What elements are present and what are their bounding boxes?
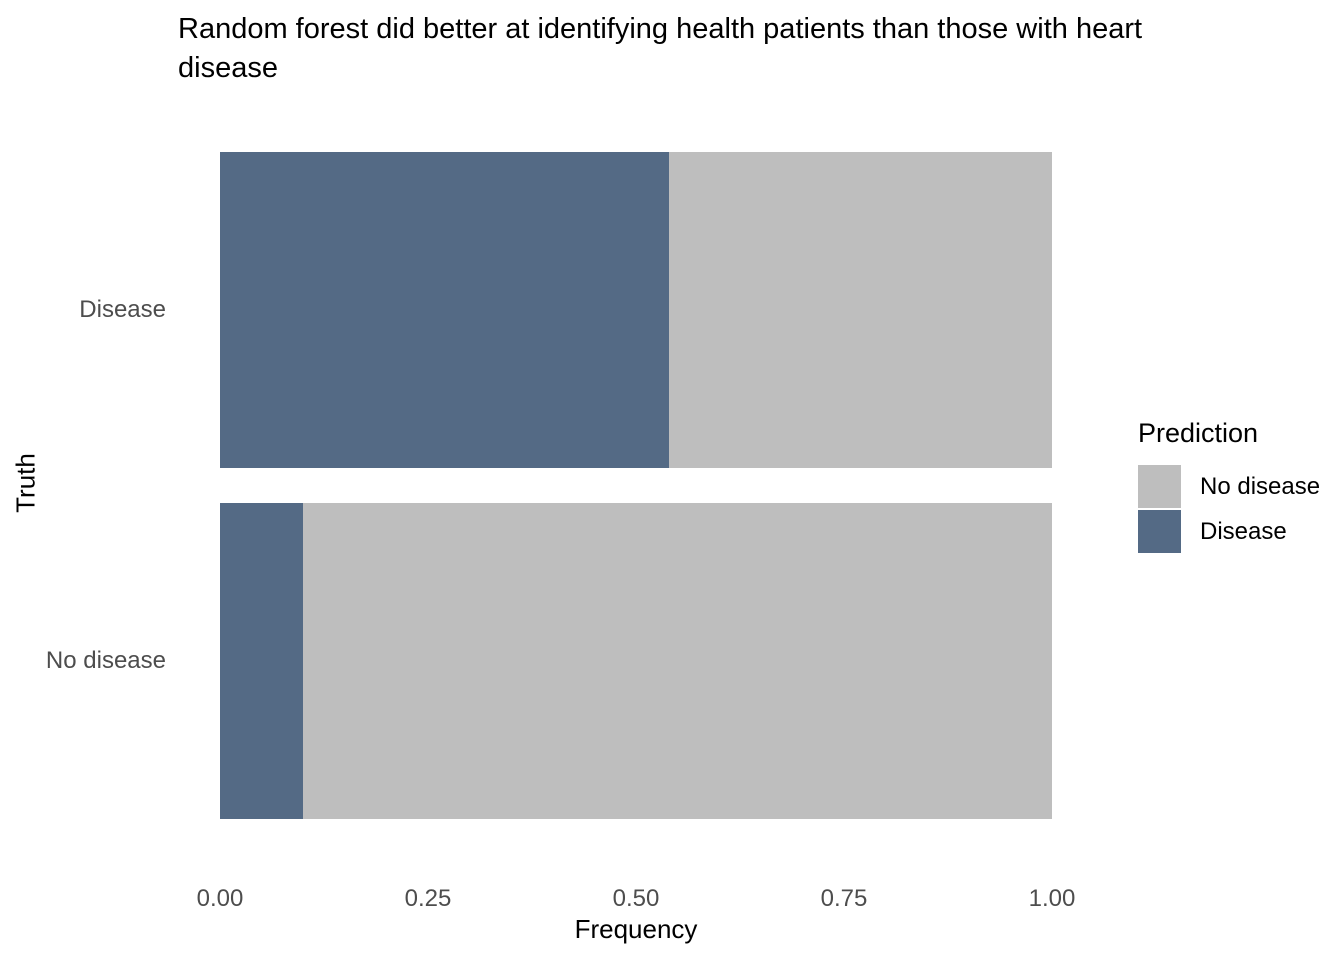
chart-title: Random forest did better at identifying … (178, 13, 1143, 84)
bar-segment-disease-no-disease (669, 152, 1052, 468)
x-tick-label-0.75: 0.75 (820, 885, 868, 912)
legend: Prediction No disease Disease (1138, 418, 1344, 553)
legend-label: Disease (1200, 517, 1287, 545)
bar-row-no-disease (220, 503, 1052, 819)
x-axis-ticks: 0.00 0.25 0.50 0.75 1.00 (197, 884, 1076, 914)
legend-item-disease: Disease (1138, 510, 1344, 553)
bar-row-disease (220, 152, 1052, 468)
legend-item-no-disease: No disease (1138, 465, 1344, 508)
legend-key-swatch (1138, 465, 1181, 508)
legend-key-swatch (1138, 510, 1181, 553)
y-tick-label-disease: Disease (79, 296, 166, 323)
x-tick-label-0.25: 0.25 (404, 885, 452, 912)
legend-items: No disease Disease (1138, 465, 1344, 553)
legend-title: Prediction (1138, 418, 1259, 448)
x-tick-label-0.00: 0.00 (196, 885, 244, 912)
y-tick-label-no-disease: No disease (45, 647, 166, 674)
bar-segment-disease-disease (220, 152, 670, 468)
x-tick-label-0.50: 0.50 (612, 885, 660, 912)
bar-segment-no-disease-disease (220, 503, 304, 819)
x-tick-label-1.00: 1.00 (1028, 885, 1076, 912)
legend-label: No disease (1200, 472, 1321, 500)
y-tick-labels: Disease No disease (0, 152, 166, 819)
bar-segment-no-disease-no-disease (303, 503, 1052, 819)
plot-area (220, 152, 1052, 819)
x-axis-title: Frequency (574, 914, 698, 944)
